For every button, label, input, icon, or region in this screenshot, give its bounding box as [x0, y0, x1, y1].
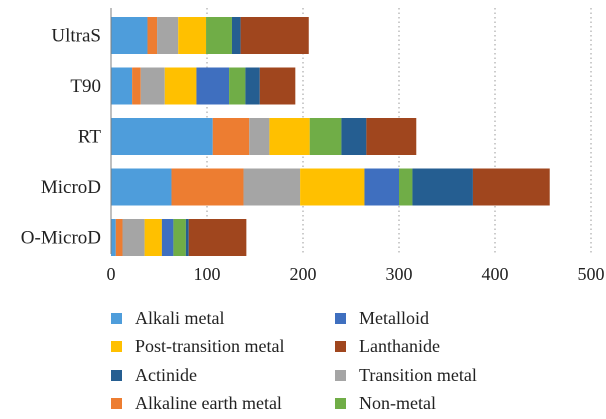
bar-segment-ultras-alkaline-earth-metal: [147, 17, 158, 54]
bar-segment-o-microd-metalloid: [161, 219, 174, 256]
axis-layer: UltraS T90 RT MicroD O-MicroD 0 100 200 300 400 50…: [21, 8, 605, 284]
x-tick-label: 100: [194, 264, 221, 284]
bar-segment-t90-actinide: [245, 67, 260, 105]
legend-label: Transition metal: [359, 365, 477, 385]
bar-segment-rt-transition-metal: [249, 118, 270, 155]
bar-segment-o-microd-post-transition-metal: [144, 219, 162, 256]
legend-swatch-alkali-metal: [111, 313, 122, 324]
legend-swatch-non-metal: [335, 398, 346, 409]
bar-segment-o-microd-actinide: [185, 219, 189, 256]
legend-swatch-post-transition-metal: [111, 341, 122, 352]
legend-label: Post-transition metal: [135, 336, 284, 356]
bar-segment-rt-alkali-metal: [111, 118, 213, 155]
x-tick-label: 200: [290, 264, 317, 284]
bar-segment-rt-lanthanide: [366, 118, 417, 155]
x-tick-label: 500: [578, 264, 605, 284]
bar-segment-ultras-actinide: [231, 17, 241, 54]
bar-segment-rt-non-metal: [309, 118, 342, 155]
bar-segment-t90-metalloid: [196, 67, 230, 105]
bar-segment-ultras-lanthanide: [240, 17, 309, 54]
legend-swatch-actinide: [111, 370, 122, 381]
category-label: RT: [78, 127, 102, 148]
bar-segment-ultras-post-transition-metal: [178, 17, 207, 54]
bar-segment-ultras-transition-metal: [157, 17, 179, 54]
bar-segment-t90-non-metal: [229, 67, 246, 105]
bar-segment-rt-actinide: [341, 118, 367, 155]
legend-label: Actinide: [135, 365, 197, 385]
bar-segment-t90-post-transition-metal: [164, 67, 197, 105]
category-label: T90: [70, 76, 101, 97]
legend-label: Non-metal: [359, 393, 436, 413]
category-label: O-MicroD: [21, 228, 101, 249]
bar-segment-t90-alkaline-earth-metal: [132, 67, 141, 105]
legend: Alkali metal Metalloid Post-transition met…: [111, 308, 477, 413]
x-tick-label: 0: [107, 264, 116, 284]
x-tick-label: 300: [386, 264, 413, 284]
bar-segment-o-microd-lanthanide: [188, 219, 247, 256]
bar-segment-rt-post-transition-metal: [269, 118, 310, 155]
bar-segment-microd-post-transition-metal: [300, 168, 365, 206]
legend-label: Alkaline earth metal: [135, 393, 282, 413]
bar-segment-microd-alkali-metal: [111, 168, 172, 206]
legend-swatch-metalloid: [335, 313, 346, 324]
legend-swatch-alkaline-earth-metal: [111, 398, 122, 409]
bar-segment-microd-alkaline-earth-metal: [171, 168, 244, 206]
legend-swatch-transition-metal: [335, 370, 346, 381]
legend-swatch-lanthanide: [335, 341, 346, 352]
legend-label: Alkali metal: [135, 308, 224, 328]
bar-segment-microd-metalloid: [364, 168, 399, 206]
bar-segment-rt-alkaline-earth-metal: [212, 118, 250, 155]
bar-segment-microd-non-metal: [399, 168, 413, 206]
bar-segment-o-microd-alkaline-earth-metal: [115, 219, 123, 256]
bar-segment-t90-transition-metal: [140, 67, 165, 105]
category-label: UltraS: [51, 26, 101, 47]
bar-segment-microd-actinide: [412, 168, 473, 206]
bar-segment-microd-transition-metal: [243, 168, 301, 206]
bars-layer: [111, 17, 550, 256]
bar-segment-ultras-alkali-metal: [111, 17, 148, 54]
bar-segment-ultras-non-metal: [206, 17, 232, 54]
legend-label: Metalloid: [359, 308, 429, 328]
bar-segment-o-microd-alkali-metal: [111, 219, 116, 256]
bar-segment-t90-alkali-metal: [111, 67, 133, 105]
category-label: MicroD: [41, 177, 101, 198]
bar-segment-o-microd-transition-metal: [122, 219, 145, 256]
x-tick-label: 400: [482, 264, 509, 284]
bar-segment-microd-lanthanide: [472, 168, 550, 206]
legend-label: Lanthanide: [359, 336, 440, 356]
bar-segment-t90-lanthanide: [259, 67, 296, 105]
bar-segment-o-microd-non-metal: [173, 219, 186, 256]
